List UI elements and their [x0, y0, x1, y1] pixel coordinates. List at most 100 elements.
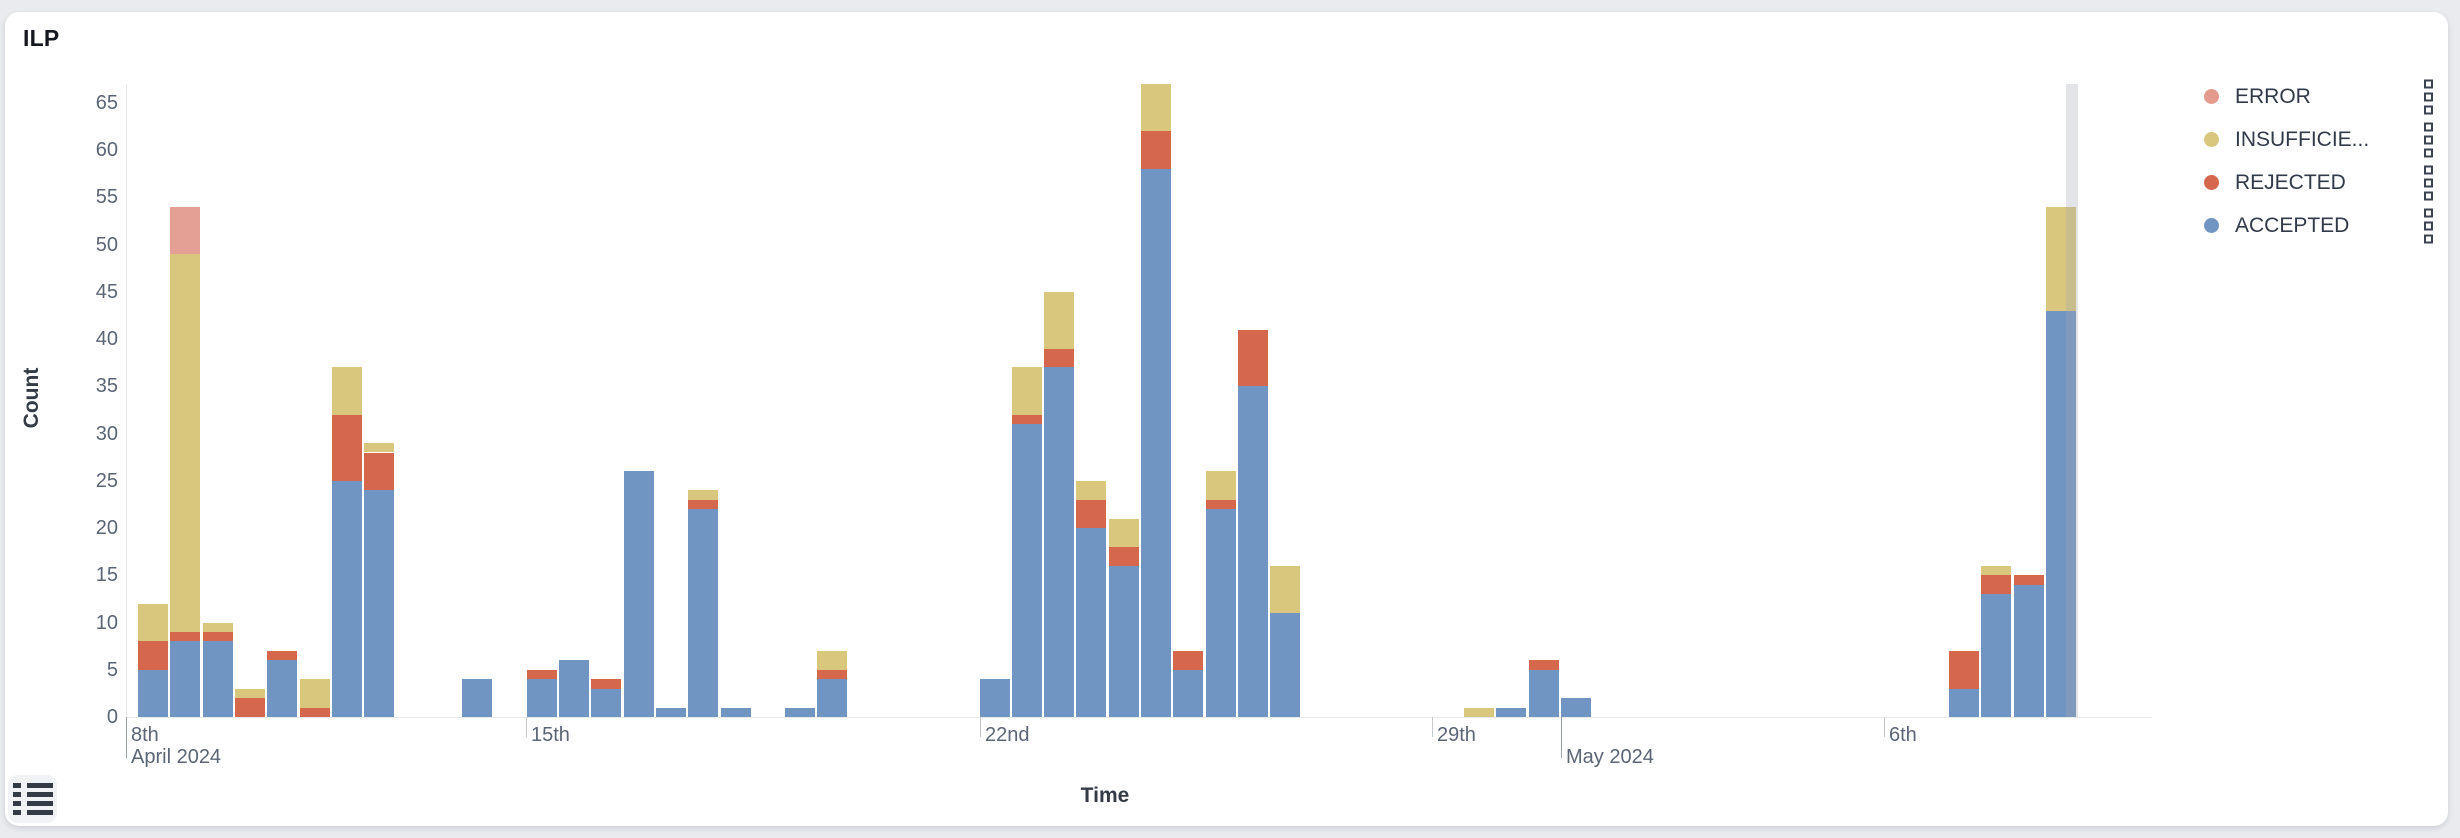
bar-segment-rejected[interactable] — [527, 669, 557, 680]
bar-segment-insufficient[interactable] — [235, 688, 265, 699]
drag-handle-icon[interactable] — [2424, 122, 2433, 157]
legend-item-error[interactable]: ERROR — [2204, 75, 2436, 118]
bar-segment-rejected[interactable] — [1238, 329, 1268, 387]
bar-segment-insufficient[interactable] — [1044, 291, 1074, 349]
bar-segment-rejected[interactable] — [1529, 660, 1559, 670]
legend-label: REJECTED — [2235, 170, 2346, 194]
drag-handle-icon[interactable] — [2424, 79, 2433, 114]
legend-label: ACCEPTED — [2235, 213, 2350, 237]
bar-segment-accepted[interactable] — [2014, 584, 2044, 717]
bar-segment-rejected[interactable] — [1012, 414, 1042, 425]
bar-segment-insufficient[interactable] — [1109, 518, 1139, 547]
bar-segment-rejected[interactable] — [1206, 499, 1236, 510]
bar-segment-accepted[interactable] — [1496, 707, 1526, 717]
bar-segment-insufficient[interactable] — [1206, 471, 1236, 500]
bar-segment-insufficient[interactable] — [170, 254, 200, 632]
legend-label: INSUFFICIE... — [2235, 127, 2370, 151]
bar-segment-rejected[interactable] — [300, 707, 330, 717]
bar-segment-insufficient[interactable] — [1270, 565, 1300, 614]
bar-segment-insufficient[interactable] — [1141, 84, 1171, 132]
legend-dot-error — [2204, 89, 2219, 104]
bar-segment-rejected[interactable] — [1076, 499, 1106, 529]
bar-segment-insufficient[interactable] — [688, 490, 718, 500]
bar-segment-rejected[interactable] — [2014, 575, 2044, 585]
legend-label: ERROR — [2235, 84, 2311, 108]
bar-segment-accepted[interactable] — [267, 660, 297, 717]
bar-segment-accepted[interactable] — [624, 471, 654, 717]
bar-segment-accepted[interactable] — [2046, 310, 2076, 717]
bar-segment-accepted[interactable] — [1012, 424, 1042, 717]
bar-segment-accepted[interactable] — [688, 509, 718, 717]
legend-item-accepted[interactable]: ACCEPTED — [2204, 204, 2436, 247]
bar-segment-rejected[interactable] — [591, 679, 621, 689]
bar-segment-rejected[interactable] — [688, 499, 718, 510]
bar-segment-rejected[interactable] — [332, 414, 362, 481]
bar-segment-rejected[interactable] — [1109, 546, 1139, 566]
bar-segment-insufficient[interactable] — [1076, 480, 1106, 500]
bar-segment-insufficient[interactable] — [1981, 565, 2011, 576]
bar-segment-accepted[interactable] — [721, 707, 751, 717]
bar-segment-rejected[interactable] — [267, 650, 297, 661]
bar-segment-accepted[interactable] — [462, 679, 492, 717]
bar-segment-accepted[interactable] — [170, 641, 200, 717]
legend-item-insufficient[interactable]: INSUFFICIE... — [2204, 118, 2436, 161]
bar-segment-accepted[interactable] — [364, 490, 394, 717]
bar-segment-rejected[interactable] — [817, 669, 847, 680]
chart-title: ILP — [23, 25, 60, 51]
bar-segment-accepted[interactable] — [1173, 669, 1203, 717]
bar-segment-accepted[interactable] — [817, 679, 847, 717]
bar-segment-accepted[interactable] — [332, 480, 362, 717]
bar-segment-rejected[interactable] — [364, 452, 394, 491]
bar-segment-rejected[interactable] — [138, 641, 168, 670]
bar-segment-accepted[interactable] — [1949, 688, 1979, 717]
bar-segment-accepted[interactable] — [1141, 169, 1171, 717]
bar-segment-insufficient[interactable] — [203, 622, 233, 632]
bar-segment-accepted[interactable] — [559, 660, 589, 717]
bar-segment-accepted[interactable] — [1981, 594, 2011, 717]
bar-segment-rejected[interactable] — [1173, 650, 1203, 670]
bar-segment-error[interactable] — [170, 206, 200, 255]
legend: ERROR INSUFFICIE... REJECTED ACCEPTED — [2204, 75, 2436, 247]
bar-segment-insufficient[interactable] — [1464, 707, 1494, 717]
bar-segment-accepted[interactable] — [1206, 509, 1236, 717]
drag-handle-icon[interactable] — [2424, 165, 2433, 200]
bar-segment-insufficient[interactable] — [138, 603, 168, 642]
bar-segment-insufficient[interactable] — [364, 443, 394, 453]
bar-segment-rejected[interactable] — [1949, 650, 1979, 689]
bar-segment-insufficient[interactable] — [2046, 206, 2076, 311]
bar-segment-accepted[interactable] — [1270, 613, 1300, 717]
bar-segment-accepted[interactable] — [656, 707, 686, 717]
bar-segment-rejected[interactable] — [203, 631, 233, 642]
drag-handle-icon[interactable] — [2424, 208, 2433, 243]
bar-segment-rejected[interactable] — [1044, 348, 1074, 368]
bar-segment-accepted[interactable] — [138, 669, 168, 717]
bar-segment-accepted[interactable] — [1561, 698, 1591, 717]
bar-segment-rejected[interactable] — [235, 698, 265, 717]
bar-segment-accepted[interactable] — [203, 641, 233, 717]
y-axis-title: Count — [20, 367, 43, 429]
bar-segment-insufficient[interactable] — [332, 367, 362, 415]
legend-item-rejected[interactable]: REJECTED — [2204, 161, 2436, 204]
bar-segment-accepted[interactable] — [785, 707, 815, 717]
x-axis-title: Time — [1080, 784, 1130, 807]
bar-segment-accepted[interactable] — [527, 679, 557, 717]
bar-segment-accepted[interactable] — [1044, 367, 1074, 717]
bar-segment-insufficient[interactable] — [300, 679, 330, 708]
legend-dot-insufficient — [2204, 132, 2219, 147]
legend-dot-accepted — [2204, 218, 2219, 233]
bar-segment-accepted[interactable] — [1076, 528, 1106, 717]
bar-segment-accepted[interactable] — [1109, 565, 1139, 717]
bar-segment-insufficient[interactable] — [817, 650, 847, 670]
bar-segment-accepted[interactable] — [980, 679, 1010, 717]
bar-segment-rejected[interactable] — [1141, 131, 1171, 170]
bar-segment-accepted[interactable] — [1238, 386, 1268, 717]
legend-list-button[interactable] — [8, 775, 57, 823]
bar-segment-rejected[interactable] — [1981, 575, 2011, 595]
bar-segment-rejected[interactable] — [170, 631, 200, 642]
legend-dot-rejected — [2204, 175, 2219, 190]
bar-segment-accepted[interactable] — [1529, 669, 1559, 717]
bar-segment-accepted[interactable] — [591, 688, 621, 717]
bar-segment-insufficient[interactable] — [1012, 367, 1042, 415]
